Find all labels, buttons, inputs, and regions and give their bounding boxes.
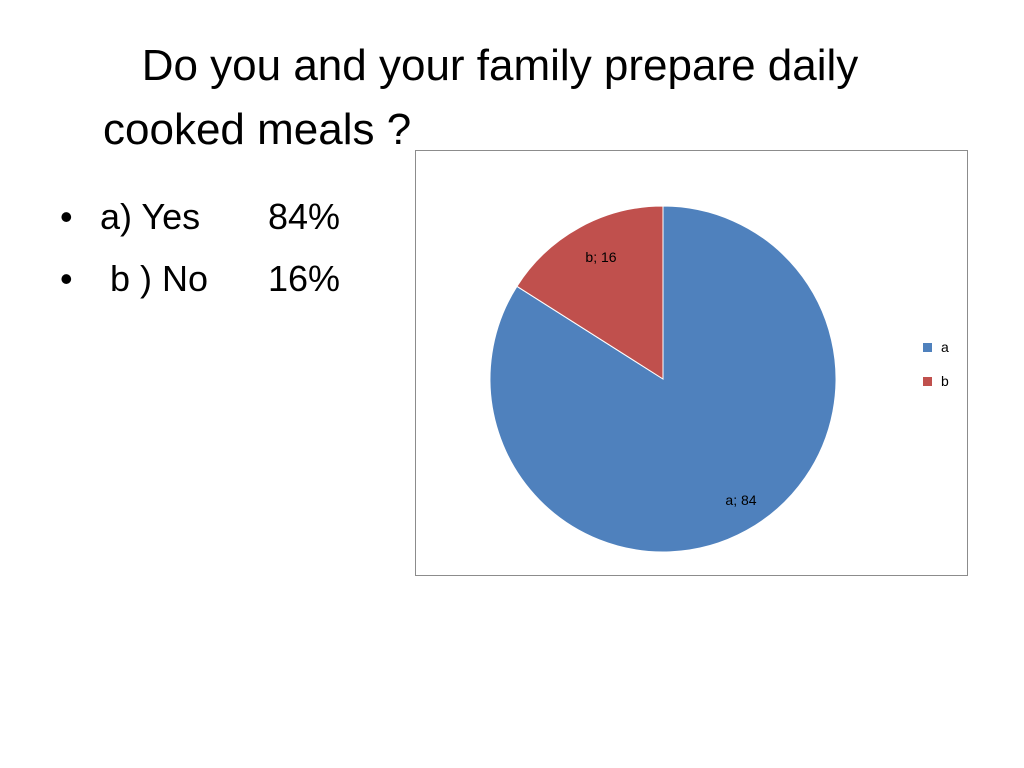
chart-legend: ab (923, 339, 949, 389)
answer-bullet-list: • a) Yes 84% • b ) No 16% (60, 186, 340, 310)
bullet-marker: • (60, 196, 73, 237)
slide-title-line-1: Do you and your family prepare daily (141, 41, 859, 90)
data-label-a: a; 84 (725, 492, 756, 508)
bullet-item-yes: • a) Yes 84% (60, 186, 340, 248)
legend-label-a: a (941, 339, 949, 355)
slide-title-line-2: cooked meals ? (103, 105, 412, 154)
legend-swatch-b (923, 377, 932, 386)
bullet-label-yes: a) Yes (100, 196, 201, 237)
pie-slice-b (516, 205, 664, 380)
bullet-value-yes: 84% (268, 196, 341, 237)
bullet-value-no: 16% (268, 258, 341, 299)
bullet-label-no: b ) No (100, 258, 209, 299)
slide-title: Do you and your family prepare daily coo… (0, 34, 1000, 162)
pie-data-labels: a; 84 b; 16 (585, 249, 756, 508)
data-label-b: b; 16 (585, 249, 616, 265)
pie-chart: a; 84b; 16 ab (489, 205, 949, 553)
legend-label-b: b (941, 373, 949, 389)
bullet-marker: • (60, 258, 73, 299)
legend-swatch-a (923, 343, 932, 352)
bullet-item-no: • b ) No 16% (60, 248, 340, 310)
pie-slices (489, 205, 837, 553)
